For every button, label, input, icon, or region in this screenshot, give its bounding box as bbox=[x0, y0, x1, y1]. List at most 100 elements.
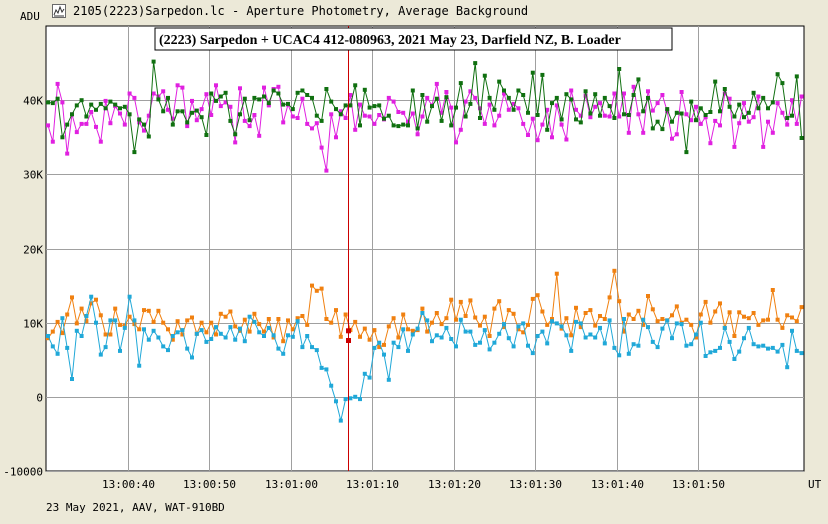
data-point-blue bbox=[94, 320, 98, 325]
data-point-magenta bbox=[146, 113, 151, 118]
data-point-blue bbox=[74, 328, 79, 333]
data-point-green bbox=[94, 107, 98, 112]
data-point-orange bbox=[137, 327, 142, 332]
data-point-orange bbox=[535, 293, 540, 298]
data-point-orange bbox=[343, 312, 348, 317]
data-point-orange bbox=[175, 319, 180, 324]
data-point-magenta bbox=[650, 108, 655, 113]
data-point-orange bbox=[185, 318, 190, 323]
data-point-orange bbox=[257, 322, 262, 327]
data-point-green bbox=[650, 126, 655, 131]
data-point-green bbox=[377, 103, 382, 108]
data-point-magenta bbox=[521, 121, 526, 126]
data-point-green bbox=[84, 114, 89, 119]
data-point-magenta bbox=[785, 122, 790, 127]
data-point-blue bbox=[391, 340, 396, 345]
data-point-magenta bbox=[497, 113, 502, 118]
data-point-orange bbox=[218, 311, 223, 316]
data-point-blue bbox=[185, 346, 190, 351]
data-point-magenta bbox=[564, 137, 569, 142]
data-point-blue bbox=[89, 294, 94, 299]
series-blue bbox=[46, 294, 804, 423]
data-point-green bbox=[516, 88, 521, 93]
data-point-magenta bbox=[94, 124, 98, 129]
data-point-blue bbox=[60, 316, 65, 321]
data-point-green bbox=[622, 112, 626, 117]
data-point-blue bbox=[468, 329, 473, 334]
data-point-magenta bbox=[314, 121, 319, 126]
data-point-green bbox=[103, 106, 108, 111]
data-point-green bbox=[785, 116, 790, 120]
data-point-blue bbox=[660, 326, 665, 331]
data-point-magenta bbox=[554, 103, 559, 108]
data-point-orange bbox=[204, 330, 209, 335]
data-point-green bbox=[554, 95, 559, 100]
data-point-orange bbox=[689, 322, 694, 327]
data-point-blue bbox=[170, 334, 175, 338]
data-point-blue bbox=[262, 334, 266, 338]
data-point-magenta bbox=[391, 99, 396, 104]
data-point-orange bbox=[694, 335, 698, 340]
data-point-green bbox=[756, 106, 761, 111]
data-point-green bbox=[50, 101, 55, 106]
data-point-orange bbox=[180, 332, 185, 337]
data-point-blue bbox=[204, 339, 209, 344]
data-point-blue bbox=[338, 418, 343, 423]
data-point-magenta bbox=[439, 110, 444, 115]
data-point-orange bbox=[406, 327, 410, 332]
data-point-green bbox=[502, 88, 506, 93]
data-point-magenta bbox=[122, 122, 127, 127]
data-point-orange bbox=[775, 317, 780, 322]
data-point-orange bbox=[430, 320, 434, 325]
data-point-blue bbox=[444, 325, 449, 330]
data-point-green bbox=[511, 107, 516, 112]
data-point-orange bbox=[324, 317, 329, 321]
data-point-blue bbox=[396, 345, 401, 350]
data-point-green bbox=[732, 114, 737, 119]
data-point-magenta bbox=[444, 90, 449, 94]
data-point-blue bbox=[242, 339, 247, 344]
data-point-green bbox=[588, 111, 593, 116]
data-point-orange bbox=[790, 315, 794, 320]
data-point-magenta bbox=[372, 121, 377, 126]
data-point-blue bbox=[358, 397, 362, 402]
data-point-magenta bbox=[353, 127, 358, 132]
data-point-blue bbox=[166, 348, 170, 353]
data-point-green bbox=[674, 110, 679, 115]
data-point-magenta bbox=[266, 103, 271, 108]
data-point-green bbox=[46, 100, 50, 105]
data-point-orange bbox=[410, 328, 415, 333]
data-point-magenta bbox=[50, 139, 55, 144]
data-point-orange bbox=[367, 337, 372, 342]
data-point-blue bbox=[766, 346, 770, 351]
x-tick-label: 13:01:00 bbox=[265, 478, 318, 491]
data-point-blue bbox=[689, 342, 694, 347]
data-point-green bbox=[137, 117, 142, 122]
data-point-blue bbox=[650, 339, 655, 344]
data-point-orange bbox=[506, 308, 511, 313]
data-point-orange bbox=[377, 345, 382, 350]
data-point-magenta bbox=[175, 83, 180, 88]
data-point-magenta bbox=[89, 110, 94, 114]
data-point-orange bbox=[468, 298, 473, 303]
chart-app-icon[interactable] bbox=[52, 4, 66, 18]
data-point-green bbox=[727, 104, 732, 109]
data-point-magenta bbox=[742, 101, 746, 106]
data-point-orange bbox=[271, 335, 276, 340]
data-point-green bbox=[497, 79, 502, 84]
data-point-magenta bbox=[458, 127, 463, 132]
data-point-green bbox=[233, 132, 238, 137]
data-point-orange bbox=[247, 329, 252, 334]
data-point-orange bbox=[588, 308, 593, 313]
data-point-orange bbox=[79, 306, 84, 311]
data-point-magenta bbox=[540, 122, 545, 127]
data-point-green bbox=[391, 123, 396, 128]
footer-text: 23 May 2021, AAV, WAT-910BD bbox=[46, 501, 225, 514]
data-point-orange bbox=[391, 316, 396, 321]
x-tick-label: 13:00:50 bbox=[183, 478, 236, 491]
data-point-blue bbox=[151, 328, 156, 333]
data-point-green bbox=[415, 126, 420, 131]
data-point-blue bbox=[588, 332, 593, 337]
data-point-blue bbox=[372, 345, 377, 350]
